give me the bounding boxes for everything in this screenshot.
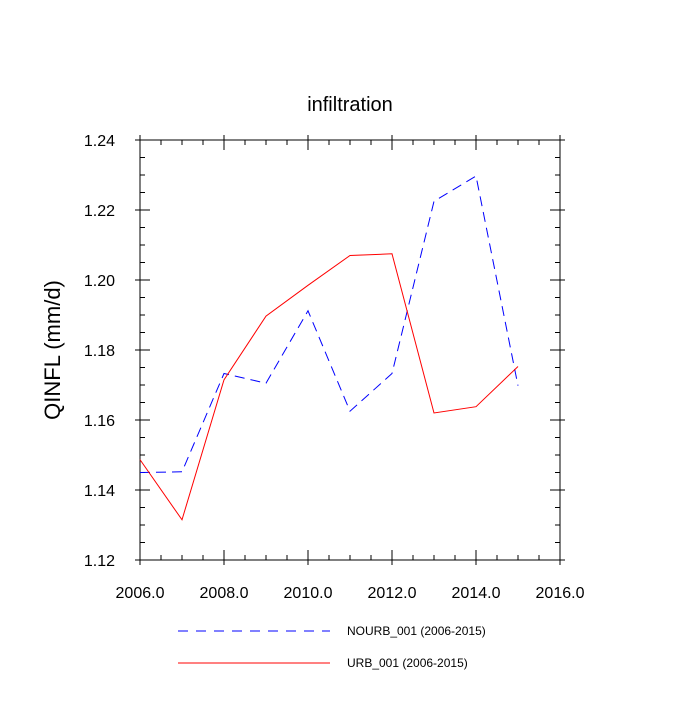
x-tick-label: 2016.0	[536, 585, 585, 602]
y-tick-label: 1.14	[84, 483, 115, 500]
legend-label: NOURB_001 (2006-2015)	[347, 624, 486, 638]
x-tick-label: 2014.0	[452, 585, 501, 602]
chart-title: infiltration	[307, 94, 393, 116]
series-line-nourb	[139, 175, 519, 473]
y-tick-label: 1.22	[84, 203, 115, 220]
y-tick-label: 1.20	[84, 273, 115, 290]
y-axis-label: QINFL (mm/d)	[40, 280, 65, 420]
y-tick-label: 1.24	[84, 133, 115, 150]
plot-area: 2006.0 2008.0 2010.0 2012.0 2014.0 2016.0 1.12…	[84, 133, 585, 602]
series-line-urb	[139, 253, 519, 521]
x-tick-label: 2012.0	[368, 585, 417, 602]
x-tick-label: 2010.0	[284, 585, 333, 602]
x-tick-label: 2006.0	[116, 585, 165, 602]
legend-label: URB_001 (2006-2015)	[347, 656, 468, 670]
x-tick-label: 2008.0	[200, 585, 249, 602]
plot-frame	[139, 139, 561, 561]
y-tick-label: 1.12	[84, 553, 115, 570]
y-tick-label: 1.18	[84, 343, 115, 360]
y-tick-label: 1.16	[84, 413, 115, 430]
legend: NOURB_001 (2006-2015) URB_001 (2006-2015)	[178, 624, 486, 670]
